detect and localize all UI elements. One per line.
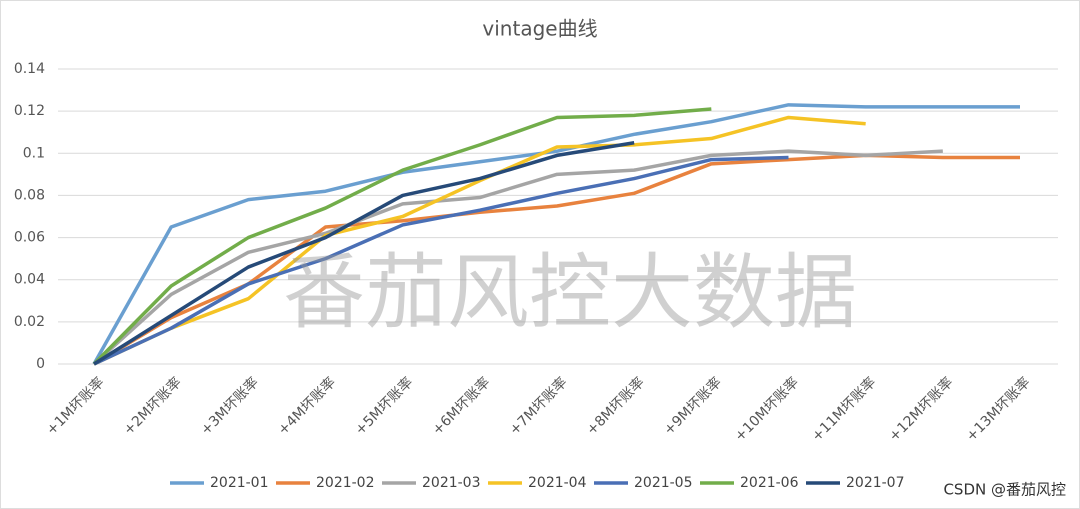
- credit: CSDN @番茄风控: [943, 481, 1066, 499]
- chart-title: vintage曲线: [482, 17, 597, 41]
- y-tick-label: 0.04: [14, 272, 45, 288]
- legend-label: 2021-02: [316, 475, 375, 491]
- series-line: [92, 107, 712, 366]
- legend-label: 2021-05: [634, 475, 693, 491]
- y-tick-label: 0.02: [14, 314, 45, 330]
- legend-label: 2021-07: [846, 475, 905, 491]
- legend-label: 2021-03: [422, 475, 481, 491]
- y-tick-label: 0.14: [14, 61, 45, 77]
- watermark: 番茄风控大数据: [283, 245, 857, 340]
- y-tick-label: 0.1: [23, 145, 45, 161]
- series-line: [92, 103, 1020, 365]
- series-line: [93, 141, 635, 366]
- y-tick-label: 0.08: [14, 187, 45, 203]
- series-line: [93, 115, 866, 366]
- y-tick-label: 0: [36, 356, 45, 372]
- series-line: [93, 155, 789, 366]
- legend-label: 2021-06: [740, 475, 799, 491]
- legend-label: 2021-04: [528, 475, 587, 491]
- legend-label: 2021-01: [210, 475, 269, 491]
- y-tick-label: 0.12: [14, 103, 45, 119]
- series-line: [92, 149, 943, 366]
- y-tick-label: 0.06: [14, 230, 45, 246]
